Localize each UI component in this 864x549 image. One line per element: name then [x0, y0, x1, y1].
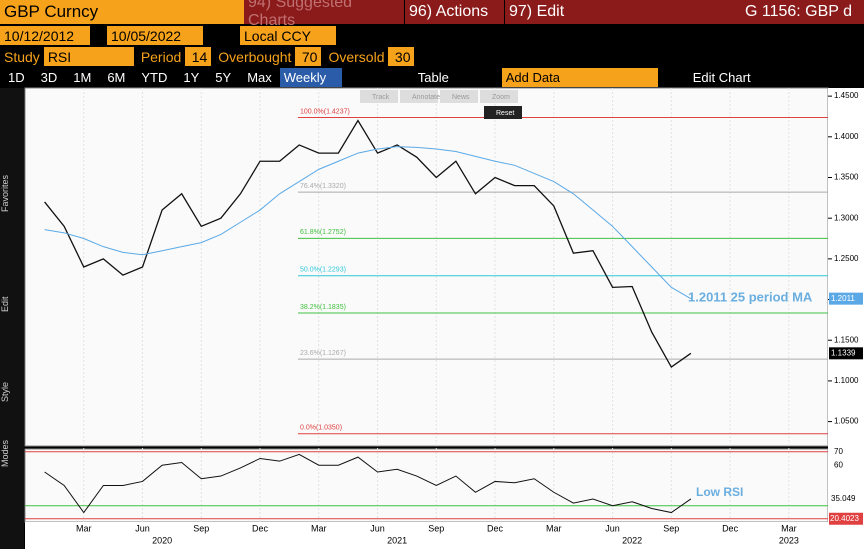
period[interactable]: 14: [185, 47, 212, 66]
range-button[interactable]: YTD: [141, 70, 168, 85]
x-tick-label: Sep: [428, 523, 444, 533]
y-tick-label: 1.4500: [834, 91, 859, 100]
currency[interactable]: Local CCY: [240, 26, 336, 45]
mini-button-label: Track: [372, 94, 390, 101]
y-tick-label: 1.0500: [834, 417, 859, 426]
rsi-tick-label: 60: [834, 460, 843, 469]
annotation: 1.2011 25 period MA: [688, 289, 813, 304]
series-line: [44, 119, 692, 369]
suggested-charts[interactable]: 94) Suggested Charts: [244, 0, 404, 29]
mini-button: [440, 90, 478, 103]
study[interactable]: RSI: [43, 47, 134, 66]
price-panel: [24, 87, 829, 447]
x-tick-label: Dec: [487, 523, 504, 533]
y-tick-label: 1.4000: [834, 132, 859, 141]
x-tick-label: Dec: [722, 523, 739, 533]
actions[interactable]: 96) Actions: [404, 0, 504, 24]
x-tick-label: Sep: [193, 523, 209, 533]
rsi-level-label: 20.4023: [830, 514, 859, 523]
table[interactable]: Table: [417, 70, 449, 85]
y-tick-label: 1.1500: [834, 335, 859, 344]
sidebar-label: Edit: [0, 296, 10, 312]
rsi-level-tag: [829, 512, 863, 525]
oversold[interactable]: 30: [388, 47, 415, 66]
fib-label: 76.4%(1.3320): [300, 183, 346, 190]
mini-button-label: Annotate: [412, 94, 440, 101]
sidebar: Favorites Edit Style Modes: [0, 88, 24, 549]
y-tick-label: 1.2500: [834, 254, 859, 263]
rsi-line: [44, 453, 692, 514]
sidebar-label: Modes: [0, 439, 10, 467]
mini-button: [480, 90, 518, 103]
x-tick-label: Sep: [663, 523, 679, 533]
x-tick-label: Dec: [252, 523, 269, 533]
frequency[interactable]: Weekly: [279, 68, 342, 87]
last-value-label: 1.2011: [831, 294, 855, 303]
series-line: [44, 146, 692, 300]
edit[interactable]: 97) Edit: [504, 0, 576, 24]
mini-toolbar: Track Annotate News Zoom Reset: [360, 90, 522, 119]
x-year-label: 2023: [779, 535, 799, 545]
axis-area: [828, 88, 864, 549]
mini-button-label: Zoom: [492, 94, 510, 101]
rsi-tick-label: 70: [834, 447, 843, 456]
fib-label: 61.8%(1.2752): [300, 229, 346, 236]
sidebar-label: Favorites: [0, 174, 10, 212]
mini-button: [360, 90, 398, 103]
mini-button-label: News: [452, 94, 470, 101]
range-button[interactable]: 1D: [8, 70, 25, 85]
last-value-tag: [829, 292, 863, 305]
y-tick-label: 1.3000: [834, 213, 859, 222]
range-button[interactable]: 1M: [73, 70, 92, 85]
last-value-label: 1.1339: [831, 348, 856, 357]
x-tick-label: Mar: [76, 523, 92, 533]
period-label: Period: [140, 48, 182, 65]
overbought[interactable]: 70: [295, 47, 322, 66]
x-year-label: 2022: [622, 535, 642, 545]
x-tick-label: Mar: [781, 523, 797, 533]
x-tick-label: Mar: [546, 523, 562, 533]
last-value-label: 35.049: [831, 494, 856, 503]
last-value-tag: [829, 492, 863, 505]
x-year-label: 2021: [387, 535, 407, 545]
range-button[interactable]: 1Y: [183, 70, 200, 85]
x-year-label: 2020: [152, 535, 172, 545]
x-tick-label: Jun: [370, 523, 385, 533]
rsi-panel: [24, 448, 829, 523]
overbought-label: Overbought: [218, 48, 292, 65]
sidebar-label: Style: [0, 381, 10, 402]
end-date[interactable]: 10/05/2022: [107, 26, 203, 45]
range-button[interactable]: Max: [247, 70, 272, 85]
annotation: Low RSI: [696, 485, 743, 499]
study-label: Study: [4, 48, 40, 65]
edit-chart[interactable]: Edit Chart: [692, 70, 751, 85]
toolbar: 1D 3D 1M 6M YTD 1Y 5Y Max Weekly Table Add Data…: [0, 68, 864, 87]
fib-label: 0.0%(1.0350): [300, 425, 342, 432]
x-tick-label: Jun: [135, 523, 150, 533]
y-tick-label: 1.3500: [834, 173, 859, 182]
fib-label: 23.6%(1.1267): [300, 350, 346, 357]
oversold-label: Oversold: [328, 48, 385, 65]
last-value-tag: [829, 347, 863, 360]
x-tick-label: Mar: [311, 523, 327, 533]
fib-label: 38.2%(1.1835): [300, 304, 346, 311]
range-button[interactable]: 6M: [107, 70, 126, 85]
mini-button-label: Reset: [496, 110, 514, 117]
x-tick-label: Jun: [605, 523, 620, 533]
range-button[interactable]: 3D: [40, 70, 58, 85]
fib-label: 50.0%(1.2293): [300, 267, 346, 274]
add-data[interactable]: Add Data: [501, 68, 658, 87]
fib-label: 100.0%(1.4237): [300, 108, 350, 115]
ticker: G 1156: GBP d: [576, 0, 864, 24]
y-tick-label: 1.1000: [834, 376, 859, 385]
range-button[interactable]: 5Y: [215, 70, 232, 85]
security[interactable]: GBP Curncy: [0, 0, 244, 24]
y-tick-label: 1.2000: [834, 295, 859, 304]
mini-button: [484, 106, 522, 119]
mini-button: [400, 90, 438, 103]
xaxis-area: [25, 522, 828, 549]
start-date[interactable]: 10/12/2012: [0, 26, 90, 45]
